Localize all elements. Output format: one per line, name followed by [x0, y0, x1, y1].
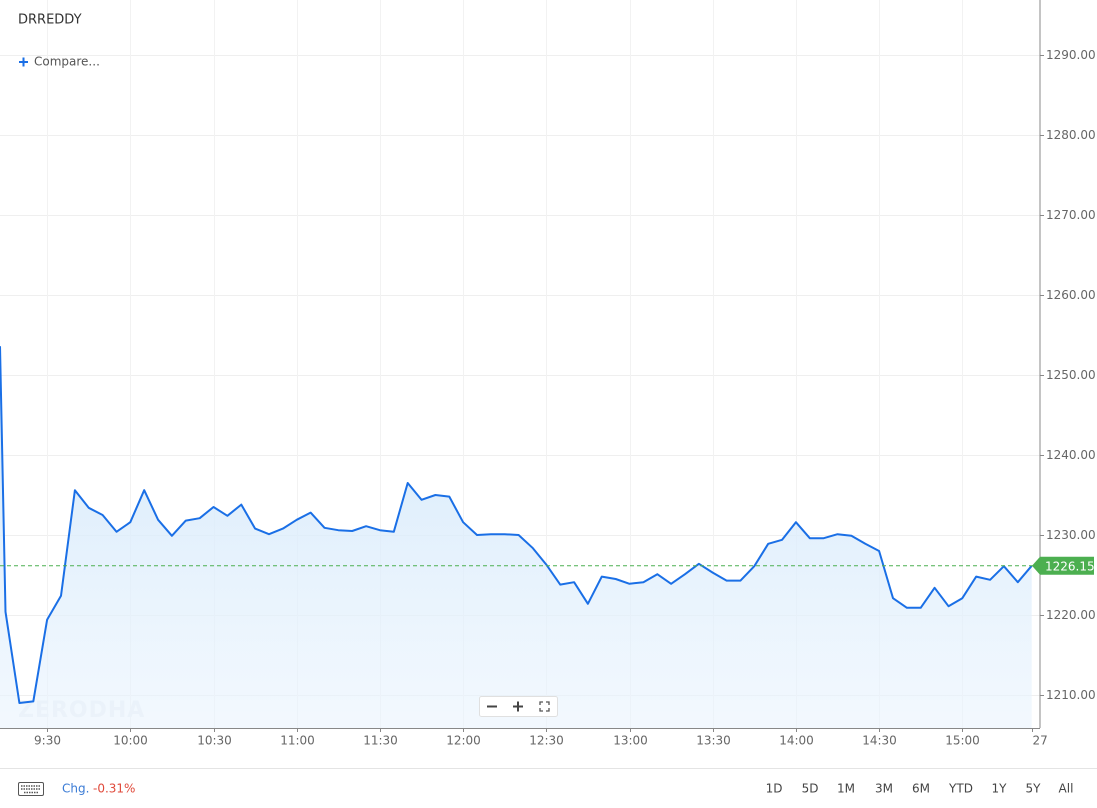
- x-tick-label: 10:30: [197, 734, 232, 748]
- zoom-controls: [479, 696, 558, 717]
- price-line: [0, 346, 1033, 704]
- y-tick-label: 1220.00: [1046, 608, 1096, 622]
- y-tick-label: 1210.00: [1046, 688, 1096, 702]
- range-button[interactable]: 1M: [837, 782, 855, 796]
- change-label: Chg.: [62, 782, 89, 796]
- range-button[interactable]: 5Y: [1026, 782, 1042, 796]
- x-tick-label: 14:00: [779, 734, 814, 748]
- y-tick-label: 1230.00: [1046, 528, 1096, 542]
- range-selector: 1D 5D 1M 3M 6M YTD 1Y 5Y All: [766, 782, 1074, 796]
- x-tick-label: 13:30: [696, 734, 731, 748]
- compare-icon: [19, 57, 28, 67]
- change-value: -0.31%: [93, 782, 135, 796]
- y-tick-label: 1290.00: [1046, 48, 1096, 62]
- x-tick-label: 27: [1033, 734, 1048, 748]
- x-tick-label: 11:30: [363, 734, 398, 748]
- range-button[interactable]: 1D: [766, 782, 783, 796]
- last-price-tag: [1032, 556, 1094, 575]
- x-tick-label: 10:00: [113, 734, 148, 748]
- x-tick-label: 15:00: [945, 734, 980, 748]
- y-tick-label: 1270.00: [1046, 208, 1096, 222]
- x-tick-label: 14:30: [862, 734, 897, 748]
- range-button[interactable]: 1Y: [992, 782, 1008, 796]
- zoom-in[interactable]: [513, 701, 523, 712]
- x-tick-label: 9:30: [34, 734, 61, 748]
- axes: 1210.00 1220.00 1230.00 1240.00 1250.00 1260.…: [0, 0, 1097, 769]
- range-button[interactable]: 3M: [875, 782, 893, 796]
- x-tick-label: 11:00: [280, 734, 315, 748]
- compare-button[interactable]: Compare...: [19, 55, 100, 69]
- y-tick-label: 1240.00: [1046, 448, 1096, 462]
- symbol: DRREDDY: [18, 13, 82, 28]
- range-button[interactable]: 6M: [912, 782, 930, 796]
- plot-area: ZERODHA: [0, 346, 1040, 728]
- y-tick-label: 1280.00: [1046, 128, 1096, 142]
- fullscreen[interactable]: [539, 701, 550, 712]
- range-button[interactable]: 5D: [802, 782, 819, 796]
- keyboard-icon[interactable]: [18, 782, 44, 796]
- range-button[interactable]: All: [1059, 782, 1074, 796]
- x-tick-label: 13:00: [613, 734, 648, 748]
- last-price-label: 1226.15: [1045, 559, 1095, 573]
- y-tick-label: 1250.00: [1046, 368, 1096, 382]
- compare-label: Compare...: [34, 55, 100, 69]
- area-fill: [0, 346, 1032, 728]
- keyboard-keys: [21, 785, 41, 794]
- x-tick-label: 12:00: [446, 734, 481, 748]
- range-button[interactable]: YTD: [948, 782, 973, 796]
- x-tick-label: 12:30: [529, 734, 564, 748]
- y-tick-label: 1260.00: [1046, 288, 1096, 302]
